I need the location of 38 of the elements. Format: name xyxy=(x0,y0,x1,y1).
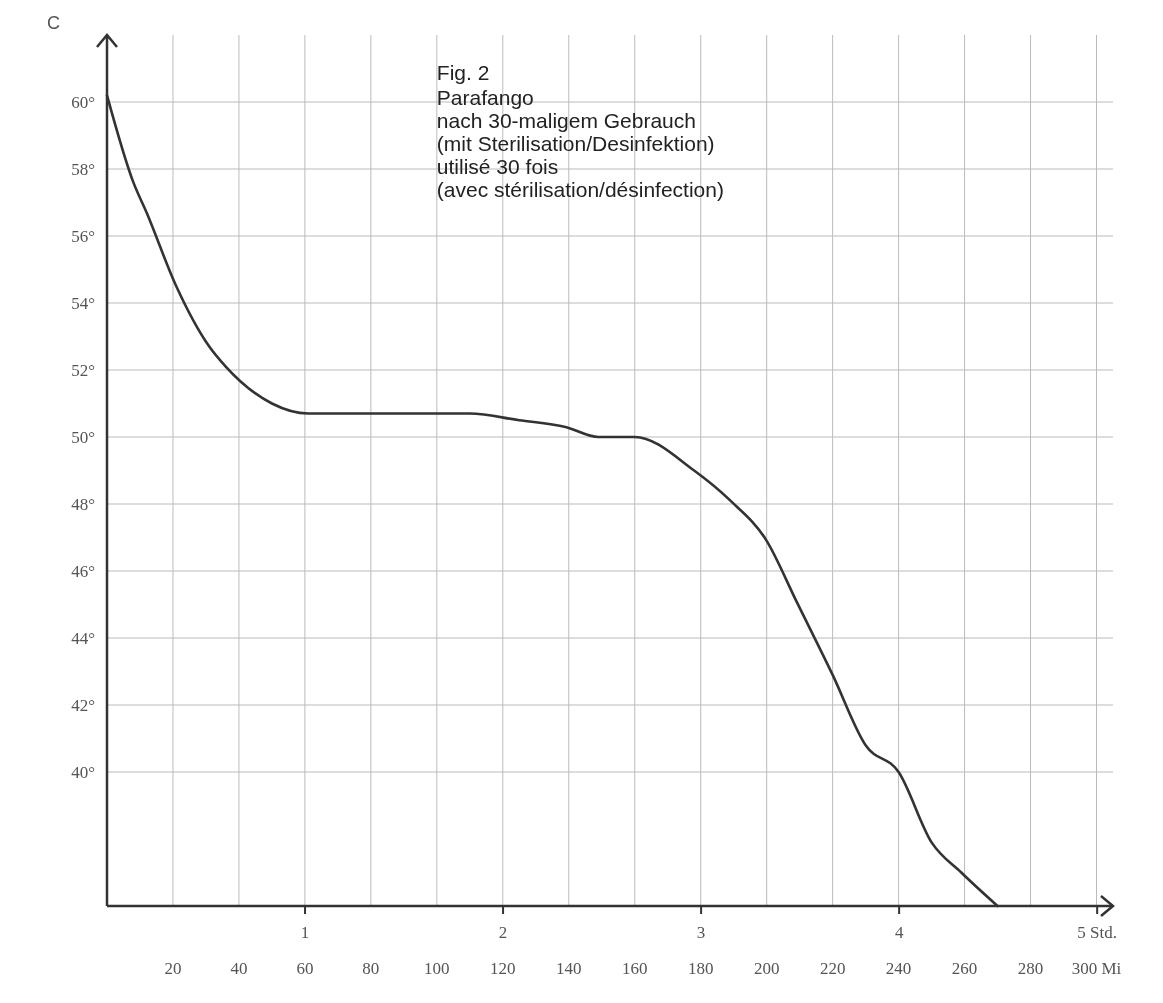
y-tick-label: 42° xyxy=(71,695,95,715)
annotation: utilisé 30 fois xyxy=(436,155,559,178)
annotation: (mit Sterilisation/Desinfektion) xyxy=(436,132,715,155)
x2-tick-label: 2 xyxy=(498,923,508,942)
x-tick-label: 240 xyxy=(885,959,912,978)
text: Fig. 2 xyxy=(436,61,490,84)
x2-tick-label: 5 Std. xyxy=(1077,923,1117,942)
annotation: (avec stérilisation/désinfection) xyxy=(436,178,724,201)
x-tick-label: 140 xyxy=(556,959,582,978)
x-tick-label: 20 xyxy=(164,959,182,978)
y-axis-title: C xyxy=(47,13,60,33)
x2-tick-label: 1 xyxy=(300,923,310,942)
annotation: Parafango xyxy=(436,86,534,109)
annotation: nach 30-maligem Gebrauch xyxy=(436,109,696,132)
y-tick-label: 52° xyxy=(71,360,95,380)
x2-tick-label: 3 xyxy=(696,923,706,942)
x-tick-label: 120 xyxy=(490,959,516,978)
x-tick-label: 40 xyxy=(230,959,248,978)
x-tick-label: 160 xyxy=(621,959,648,978)
y-tick-label: 40° xyxy=(71,762,95,782)
x-tick-label: 100 xyxy=(424,959,450,978)
x-tick-label: 180 xyxy=(687,959,714,978)
x-tick-label: 280 xyxy=(1017,959,1044,978)
y-tick-label: 50° xyxy=(71,427,95,447)
x-tick-label: 200 xyxy=(753,959,780,978)
y-tick-label: 44° xyxy=(71,628,95,648)
x-tick-label: 60 xyxy=(296,959,314,978)
y-tick-label: 46° xyxy=(71,561,95,581)
y-tick-label: 48° xyxy=(71,494,95,514)
x-tick-label: 80 xyxy=(362,959,380,978)
x-tick-label: 220 xyxy=(819,959,846,978)
y-tick-label: 60° xyxy=(71,92,95,112)
x2-tick-label: 4 xyxy=(894,923,904,942)
y-tick-label: 56° xyxy=(71,226,95,246)
x-tick-label: 260 xyxy=(951,959,978,978)
y-tick-label: 58° xyxy=(71,159,95,179)
x-tick-label: 300 Mi xyxy=(1071,959,1122,978)
y-tick-label: 54° xyxy=(71,293,95,313)
